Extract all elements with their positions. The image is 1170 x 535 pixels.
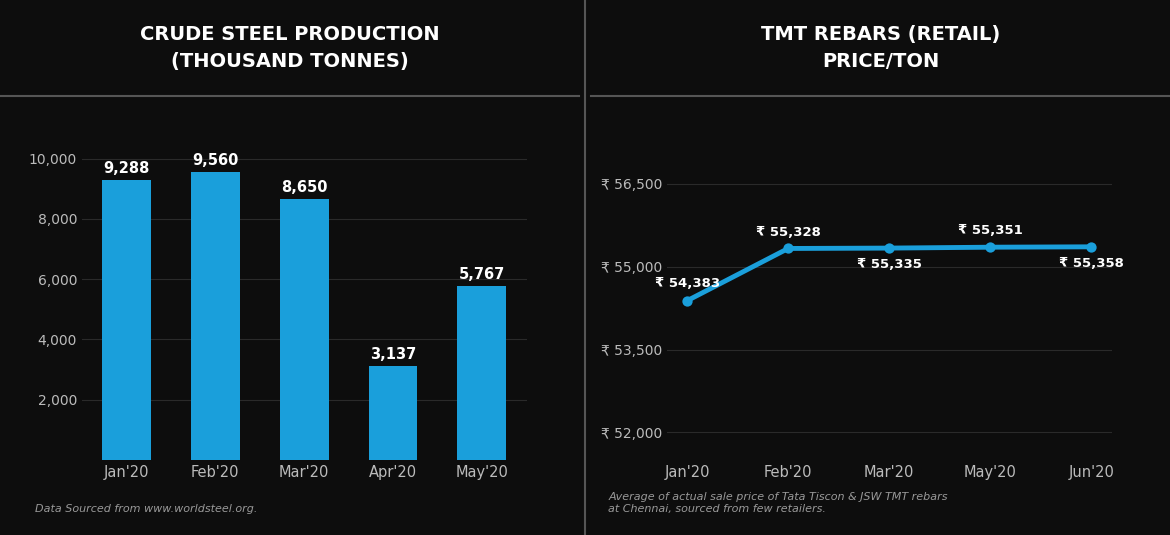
Text: 5,767: 5,767 xyxy=(459,268,505,282)
Point xyxy=(1082,242,1101,251)
Text: TMT REBARS (RETAIL)
PRICE/TON: TMT REBARS (RETAIL) PRICE/TON xyxy=(760,25,1000,71)
Text: 9,288: 9,288 xyxy=(103,161,150,176)
Text: ₹ 54,383: ₹ 54,383 xyxy=(654,277,720,289)
Text: ₹ 55,335: ₹ 55,335 xyxy=(856,258,922,271)
Point xyxy=(880,244,899,253)
Point xyxy=(677,296,696,305)
Text: ₹ 55,351: ₹ 55,351 xyxy=(958,224,1023,237)
Point xyxy=(980,243,999,251)
Text: CRUDE STEEL PRODUCTION
(THOUSAND TONNES): CRUDE STEEL PRODUCTION (THOUSAND TONNES) xyxy=(139,25,440,71)
Text: ₹ 55,358: ₹ 55,358 xyxy=(1059,257,1123,270)
Text: ₹ 55,328: ₹ 55,328 xyxy=(756,226,820,239)
Text: 8,650: 8,650 xyxy=(281,180,328,195)
Text: Average of actual sale price of Tata Tiscon & JSW TMT rebars
at Chennai, sourced: Average of actual sale price of Tata Tis… xyxy=(608,492,948,514)
Bar xyxy=(191,172,240,460)
Bar xyxy=(102,180,151,460)
Bar xyxy=(280,199,329,460)
Text: Data Sourced from www.worldsteel.org.: Data Sourced from www.worldsteel.org. xyxy=(35,503,257,514)
Point xyxy=(779,244,798,253)
Bar xyxy=(457,286,507,460)
Text: 3,137: 3,137 xyxy=(370,347,417,362)
Text: 9,560: 9,560 xyxy=(192,153,239,168)
Bar xyxy=(369,365,418,460)
